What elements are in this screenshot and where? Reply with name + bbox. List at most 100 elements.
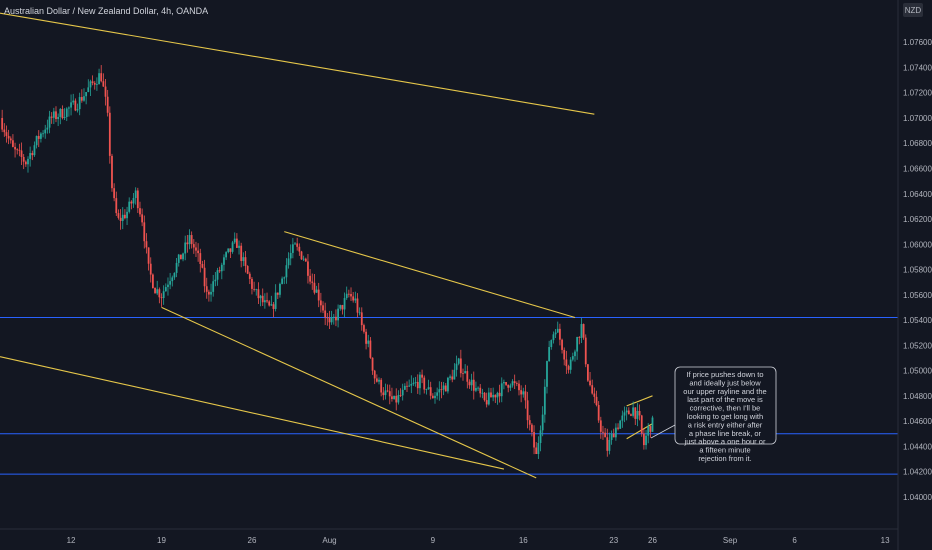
candle (341, 304, 344, 315)
candle (586, 363, 589, 382)
trendline[interactable] (284, 231, 576, 319)
candle (515, 381, 518, 387)
y-tick-label: 1.07400 (903, 63, 932, 72)
candle (136, 187, 139, 213)
candle (457, 357, 460, 366)
candle (640, 414, 643, 437)
candle (214, 272, 217, 287)
candle (85, 91, 88, 105)
x-tick-label: 23 (609, 536, 618, 545)
y-tick-label: 1.05600 (903, 291, 932, 300)
candle (291, 238, 294, 259)
trendline[interactable] (0, 356, 505, 470)
trendline[interactable] (626, 395, 653, 407)
candle (481, 388, 484, 399)
candle (113, 183, 116, 202)
candle (154, 287, 156, 294)
candle (296, 237, 299, 251)
candle (522, 387, 525, 398)
price-axis[interactable]: 1.07600 1.07400 1.07200 1.07000 1.06800 1.066… (897, 0, 932, 550)
candle (354, 291, 357, 304)
candle (625, 407, 628, 421)
y-tick-label: 1.07200 (903, 89, 932, 98)
y-tick-label: 1.04000 (903, 493, 932, 502)
candle (319, 292, 322, 313)
candle (496, 391, 499, 405)
candle (238, 240, 240, 255)
candle (528, 415, 531, 431)
candle (459, 349, 462, 378)
candle (257, 282, 260, 305)
candle (220, 262, 223, 280)
y-tick-label: 1.06400 (903, 190, 932, 199)
candle (360, 307, 363, 331)
candle (27, 156, 29, 173)
candle (365, 328, 367, 350)
candle (7, 129, 10, 145)
time-axis[interactable]: 12 19 26 Aug 9 16 23 26 Sep 6 13 (0, 528, 898, 545)
candle (128, 197, 131, 214)
candle (160, 293, 163, 307)
candle (134, 187, 137, 205)
candle (124, 209, 126, 220)
candle (468, 379, 471, 389)
candle (283, 276, 286, 285)
annotation-text: If price pushes down to and ideally just … (683, 370, 766, 463)
trendline[interactable] (161, 306, 537, 479)
candle (20, 142, 23, 166)
candle (513, 374, 516, 390)
candle (111, 153, 113, 192)
candle (589, 372, 591, 387)
candle (164, 283, 167, 292)
candle (179, 254, 182, 260)
annotation-callout[interactable]: If price pushes down to and ideally just … (650, 366, 777, 463)
candle (447, 376, 449, 394)
candle (37, 130, 40, 148)
candle (223, 254, 225, 271)
candle (464, 364, 467, 374)
candle (421, 369, 423, 384)
candle (192, 239, 195, 254)
candle (9, 136, 12, 144)
candle (76, 103, 79, 113)
candle (429, 381, 432, 400)
y-tick-label: 1.07600 (903, 38, 932, 47)
candle (235, 233, 238, 249)
candle (395, 388, 398, 411)
candle (574, 349, 576, 362)
candle (143, 215, 146, 249)
candle (393, 395, 395, 400)
candle (16, 148, 19, 155)
trendline[interactable] (0, 12, 595, 115)
x-tick-label: 13 (881, 536, 890, 545)
candle (104, 78, 107, 106)
candle (431, 393, 434, 399)
candle (261, 288, 264, 307)
candle (479, 384, 482, 398)
candle (559, 323, 561, 346)
candle (438, 381, 441, 401)
candle (410, 375, 413, 394)
candle (627, 407, 630, 415)
candle (337, 304, 339, 328)
trendlines (0, 12, 653, 479)
candle (244, 250, 247, 273)
candle (399, 388, 402, 398)
candle (126, 206, 128, 225)
candle (565, 350, 568, 374)
candle (567, 364, 570, 374)
y-tick-label: 1.05800 (903, 266, 932, 275)
candle (227, 248, 230, 254)
candle (147, 247, 150, 271)
candle (367, 334, 370, 348)
candle (412, 377, 415, 386)
candle (24, 160, 27, 167)
candle (188, 229, 191, 250)
candle (175, 258, 178, 278)
candle (330, 310, 333, 325)
candle (240, 242, 243, 268)
candle (621, 410, 624, 428)
candle (44, 124, 47, 139)
candle (190, 231, 193, 249)
